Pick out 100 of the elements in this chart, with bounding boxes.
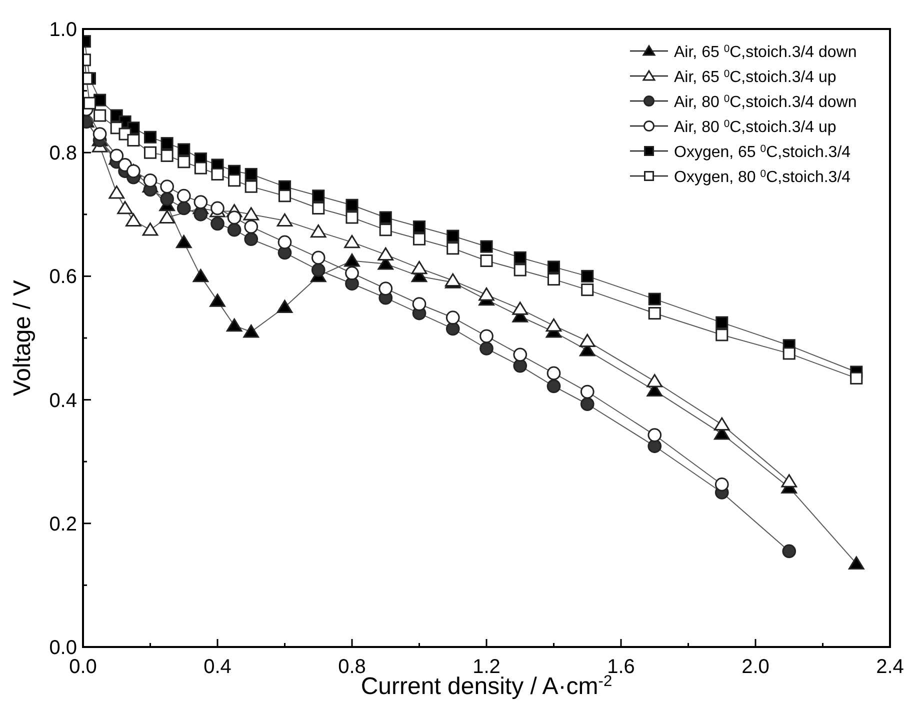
point <box>346 198 358 212</box>
point <box>244 232 258 246</box>
point <box>546 366 561 380</box>
point <box>312 190 325 202</box>
point <box>378 282 393 296</box>
point <box>378 247 394 261</box>
point <box>310 224 326 238</box>
point <box>446 310 460 325</box>
y-axis-title: Voltage / V <box>9 280 36 396</box>
point <box>228 174 241 187</box>
legend-label: Oxygen, 65 $^{0}$C,stoich.3/4 <box>674 144 851 161</box>
x-tick-label: 0.4 <box>204 656 232 678</box>
point <box>581 284 594 296</box>
point <box>446 242 460 255</box>
point <box>850 372 863 384</box>
point <box>344 234 360 248</box>
legend-label: Air, 65 $^{0}$C,stoich.3/4 down <box>674 44 857 61</box>
point <box>243 324 260 338</box>
point <box>176 234 192 248</box>
point <box>580 397 594 412</box>
point <box>412 220 426 234</box>
point <box>142 222 158 236</box>
point <box>716 328 728 342</box>
point <box>514 264 526 276</box>
point <box>480 240 493 253</box>
point <box>278 235 292 250</box>
point <box>83 96 96 110</box>
point <box>160 180 174 194</box>
point <box>512 302 528 315</box>
point <box>848 556 864 570</box>
point <box>648 439 662 454</box>
point <box>143 173 158 188</box>
point <box>160 192 174 206</box>
point <box>226 318 242 332</box>
point <box>478 287 494 301</box>
point <box>346 211 358 224</box>
y-tick-label: 1.0 <box>49 19 77 41</box>
point <box>227 210 242 224</box>
point <box>160 137 174 150</box>
point <box>192 268 209 282</box>
point <box>547 260 560 274</box>
point <box>546 379 561 394</box>
point <box>126 213 142 227</box>
point <box>160 149 174 162</box>
point <box>194 162 207 174</box>
point <box>194 207 208 222</box>
point <box>716 316 728 329</box>
point <box>411 260 428 274</box>
point <box>782 347 796 360</box>
point <box>379 211 392 224</box>
point <box>646 374 663 388</box>
point <box>579 334 596 348</box>
point <box>648 292 661 306</box>
x-tick-label: 0.0 <box>69 656 97 678</box>
point <box>412 232 426 246</box>
point <box>311 250 326 265</box>
point <box>781 474 798 488</box>
point <box>244 168 258 181</box>
point <box>513 358 528 373</box>
point <box>94 109 106 122</box>
point <box>176 188 191 203</box>
point <box>581 270 594 282</box>
point <box>714 478 729 492</box>
point <box>311 263 326 277</box>
point <box>194 195 208 209</box>
y-tick-label: 0.4 <box>49 390 77 412</box>
point <box>127 134 140 147</box>
point <box>210 294 226 307</box>
point <box>514 251 526 264</box>
point <box>227 222 242 237</box>
point <box>345 266 359 280</box>
y-tick-label: 0.0 <box>49 637 77 659</box>
legend-label: Air, 80 $^{0}$C,stoich.3/4 down <box>674 94 857 111</box>
point <box>379 224 392 236</box>
point <box>480 254 493 268</box>
point <box>244 180 258 193</box>
point <box>446 230 460 242</box>
point <box>714 417 730 430</box>
point <box>278 190 292 202</box>
point <box>243 207 260 220</box>
point <box>144 130 157 144</box>
y-tick-label: 0.8 <box>49 142 77 165</box>
point <box>176 201 191 216</box>
point <box>276 300 293 314</box>
point <box>546 318 562 332</box>
point <box>580 384 594 399</box>
point <box>446 322 460 336</box>
point <box>144 146 157 159</box>
y-tick-label: 0.6 <box>49 266 77 288</box>
point <box>547 273 560 286</box>
legend-label: Oxygen, 80 $^{0}$C,stoich.3/4 <box>674 168 851 186</box>
legend-label: Air, 80 $^{0}$C,stoich.3/4 up <box>674 118 836 136</box>
point <box>412 297 426 311</box>
point <box>312 202 325 214</box>
point <box>159 210 175 224</box>
point <box>513 348 528 362</box>
point <box>108 186 125 199</box>
point <box>178 143 190 156</box>
point <box>648 428 662 442</box>
point <box>276 213 293 227</box>
